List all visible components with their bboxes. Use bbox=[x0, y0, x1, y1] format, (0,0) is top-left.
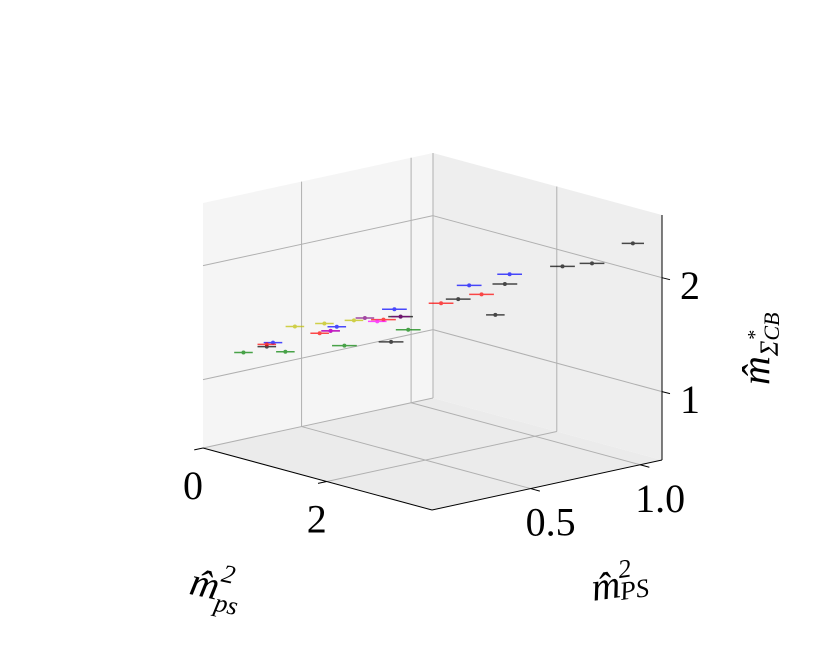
grid-line bbox=[410, 402, 641, 466]
label-sup: 2 bbox=[616, 553, 633, 584]
panes bbox=[194, 153, 663, 511]
point bbox=[241, 350, 246, 355]
point bbox=[502, 281, 507, 286]
point bbox=[392, 307, 397, 312]
x-axis-line bbox=[202, 447, 433, 511]
tick-mark bbox=[661, 277, 671, 281]
point bbox=[590, 261, 595, 266]
point bbox=[630, 241, 635, 246]
point bbox=[439, 301, 444, 306]
point bbox=[351, 318, 356, 323]
label-sub: PS bbox=[617, 573, 651, 606]
grid-line bbox=[432, 329, 663, 393]
tick-mark bbox=[661, 391, 671, 395]
y-tick-label: 0.5 bbox=[526, 500, 576, 545]
point bbox=[264, 342, 269, 347]
z-tick-label: 1 bbox=[680, 377, 700, 422]
point bbox=[467, 283, 472, 288]
grid-line bbox=[326, 431, 557, 483]
series bbox=[263, 272, 523, 345]
grid-line bbox=[432, 215, 663, 279]
label-subsup: * bbox=[744, 331, 766, 341]
tick-mark bbox=[317, 481, 327, 484]
point bbox=[334, 324, 339, 329]
grid-line bbox=[202, 215, 434, 267]
x-tick-label: 2 bbox=[307, 497, 327, 542]
series bbox=[257, 292, 494, 347]
series bbox=[234, 327, 421, 355]
point bbox=[507, 272, 512, 277]
point bbox=[328, 328, 333, 333]
point bbox=[493, 312, 498, 317]
z-axis-label: m̂Σ*CB bbox=[733, 313, 784, 385]
series bbox=[285, 318, 364, 329]
tick-mark bbox=[530, 488, 540, 492]
point bbox=[560, 264, 565, 269]
grid-line bbox=[202, 329, 434, 381]
x-axis-label: m̂2ps bbox=[185, 553, 247, 621]
series bbox=[321, 319, 387, 333]
point bbox=[292, 324, 297, 329]
x-tick-label: 0 bbox=[183, 463, 203, 508]
label-sub: Σ bbox=[755, 340, 784, 357]
y-axis-label: m̂2PS bbox=[587, 551, 650, 610]
point bbox=[322, 321, 327, 326]
grid-line bbox=[202, 397, 434, 449]
left-pane bbox=[203, 153, 433, 448]
point bbox=[342, 343, 347, 348]
tick-mark bbox=[639, 464, 650, 468]
point bbox=[456, 297, 461, 302]
y-tick-label: 1.0 bbox=[635, 476, 685, 521]
tick-mark bbox=[194, 447, 204, 451]
point bbox=[398, 314, 403, 319]
label-base: m̂ bbox=[588, 561, 623, 610]
z-tick-label: 2 bbox=[680, 263, 700, 308]
series bbox=[355, 314, 410, 321]
point bbox=[479, 292, 484, 297]
point bbox=[375, 319, 380, 324]
point bbox=[389, 339, 394, 344]
back-pane bbox=[433, 153, 662, 460]
point bbox=[362, 316, 367, 321]
label-base: m̂ bbox=[733, 356, 778, 385]
grid-line bbox=[301, 426, 531, 490]
floor-pane bbox=[203, 398, 662, 510]
point bbox=[283, 349, 288, 354]
label-subsub: CB bbox=[759, 313, 784, 341]
point bbox=[317, 331, 322, 336]
label-sup: 2 bbox=[219, 559, 238, 590]
y-axis-line bbox=[431, 459, 663, 511]
point bbox=[406, 327, 411, 332]
